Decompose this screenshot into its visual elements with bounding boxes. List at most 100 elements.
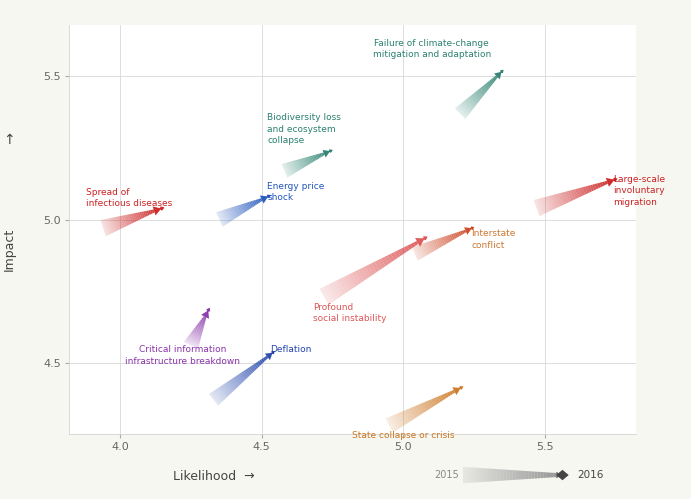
- Polygon shape: [243, 204, 248, 211]
- Polygon shape: [556, 472, 562, 479]
- Polygon shape: [252, 201, 256, 206]
- Polygon shape: [587, 185, 592, 193]
- Polygon shape: [283, 163, 290, 177]
- Polygon shape: [478, 89, 485, 95]
- Polygon shape: [281, 164, 289, 178]
- Polygon shape: [299, 159, 303, 169]
- Polygon shape: [451, 390, 455, 394]
- Polygon shape: [503, 470, 507, 481]
- Polygon shape: [242, 204, 247, 212]
- Polygon shape: [442, 394, 447, 399]
- Polygon shape: [141, 212, 145, 218]
- Polygon shape: [184, 341, 198, 349]
- Polygon shape: [257, 361, 262, 366]
- Polygon shape: [455, 233, 458, 238]
- Polygon shape: [216, 212, 224, 227]
- Polygon shape: [522, 471, 525, 480]
- Polygon shape: [304, 158, 308, 166]
- Polygon shape: [228, 380, 236, 390]
- Polygon shape: [455, 107, 466, 119]
- Polygon shape: [361, 266, 370, 278]
- Polygon shape: [556, 194, 562, 207]
- Polygon shape: [431, 399, 437, 406]
- Polygon shape: [392, 415, 401, 429]
- Polygon shape: [551, 195, 558, 209]
- Polygon shape: [484, 468, 488, 482]
- Polygon shape: [544, 472, 547, 478]
- Polygon shape: [355, 269, 365, 282]
- Polygon shape: [222, 210, 229, 224]
- Polygon shape: [365, 265, 374, 276]
- Polygon shape: [492, 78, 495, 81]
- Text: Interstate
conflict: Interstate conflict: [471, 230, 515, 250]
- Polygon shape: [482, 468, 484, 482]
- Polygon shape: [460, 231, 463, 235]
- Text: ↑: ↑: [3, 133, 15, 147]
- Polygon shape: [218, 211, 225, 226]
- Polygon shape: [419, 244, 426, 257]
- Text: Deflation: Deflation: [270, 345, 312, 354]
- Polygon shape: [404, 410, 412, 422]
- Polygon shape: [197, 324, 204, 328]
- Polygon shape: [323, 150, 330, 158]
- Polygon shape: [293, 161, 299, 172]
- Polygon shape: [590, 185, 594, 191]
- Polygon shape: [232, 207, 238, 217]
- Text: 2016: 2016: [577, 470, 603, 480]
- Polygon shape: [486, 82, 491, 87]
- Polygon shape: [388, 254, 395, 262]
- Polygon shape: [449, 391, 453, 395]
- Polygon shape: [254, 200, 257, 205]
- Polygon shape: [310, 156, 314, 163]
- Polygon shape: [558, 193, 565, 206]
- Polygon shape: [413, 406, 420, 417]
- Polygon shape: [426, 400, 433, 409]
- Polygon shape: [138, 212, 142, 220]
- Polygon shape: [253, 363, 258, 369]
- Polygon shape: [458, 232, 462, 236]
- Polygon shape: [421, 244, 428, 256]
- Polygon shape: [346, 274, 356, 288]
- Polygon shape: [144, 211, 148, 217]
- Polygon shape: [481, 86, 487, 93]
- Polygon shape: [240, 372, 247, 380]
- Polygon shape: [613, 178, 618, 182]
- Polygon shape: [131, 214, 135, 223]
- Polygon shape: [384, 255, 391, 264]
- Polygon shape: [198, 323, 204, 327]
- Polygon shape: [534, 472, 538, 479]
- Polygon shape: [401, 411, 410, 423]
- Polygon shape: [475, 468, 478, 483]
- Polygon shape: [152, 210, 155, 213]
- Polygon shape: [435, 397, 441, 403]
- Polygon shape: [497, 469, 500, 481]
- Polygon shape: [193, 328, 202, 333]
- Polygon shape: [456, 106, 467, 118]
- Polygon shape: [462, 102, 472, 112]
- Polygon shape: [349, 273, 359, 286]
- Polygon shape: [507, 470, 509, 481]
- Polygon shape: [410, 243, 415, 248]
- Polygon shape: [258, 199, 261, 203]
- Polygon shape: [104, 219, 111, 235]
- Polygon shape: [323, 285, 334, 303]
- Polygon shape: [428, 399, 435, 407]
- Polygon shape: [390, 416, 399, 430]
- Polygon shape: [415, 405, 422, 415]
- Polygon shape: [513, 470, 515, 480]
- Polygon shape: [217, 388, 227, 399]
- Polygon shape: [316, 154, 320, 159]
- Polygon shape: [199, 321, 205, 325]
- Polygon shape: [533, 200, 542, 216]
- Polygon shape: [263, 357, 267, 361]
- Polygon shape: [196, 325, 204, 329]
- Polygon shape: [115, 217, 120, 230]
- Polygon shape: [573, 189, 578, 199]
- Polygon shape: [308, 156, 312, 163]
- Polygon shape: [220, 385, 230, 396]
- Polygon shape: [395, 414, 404, 427]
- Polygon shape: [100, 220, 107, 236]
- Polygon shape: [234, 376, 242, 385]
- Polygon shape: [424, 401, 430, 410]
- Polygon shape: [440, 237, 445, 246]
